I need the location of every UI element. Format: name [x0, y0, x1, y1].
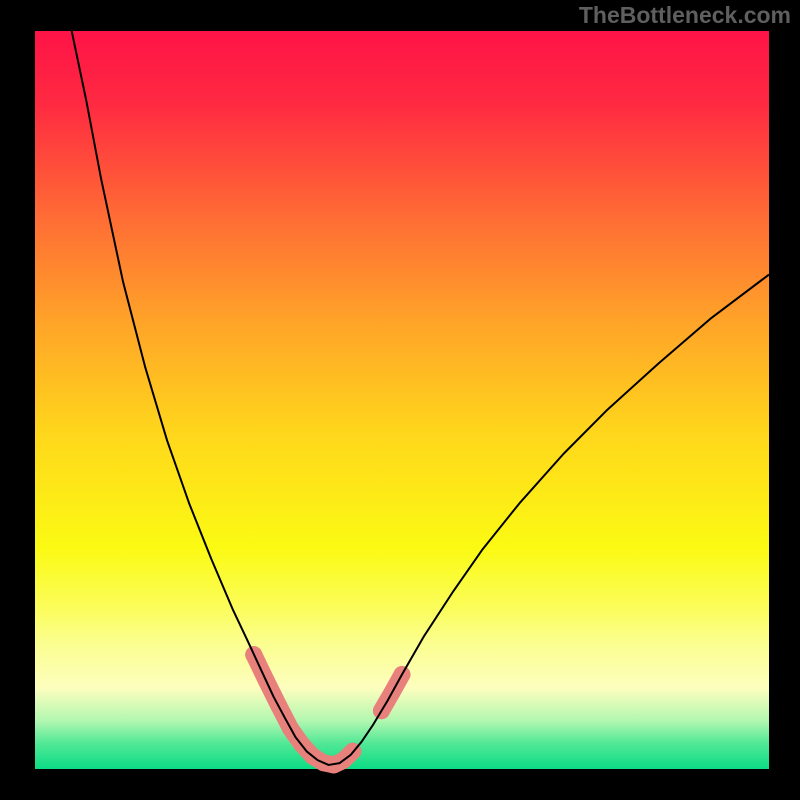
bottleneck-curve-path [72, 31, 769, 765]
curve-overlay [0, 0, 800, 800]
chart-canvas: TheBottleneck.com [0, 0, 800, 800]
watermark-text: TheBottleneck.com [579, 2, 791, 29]
